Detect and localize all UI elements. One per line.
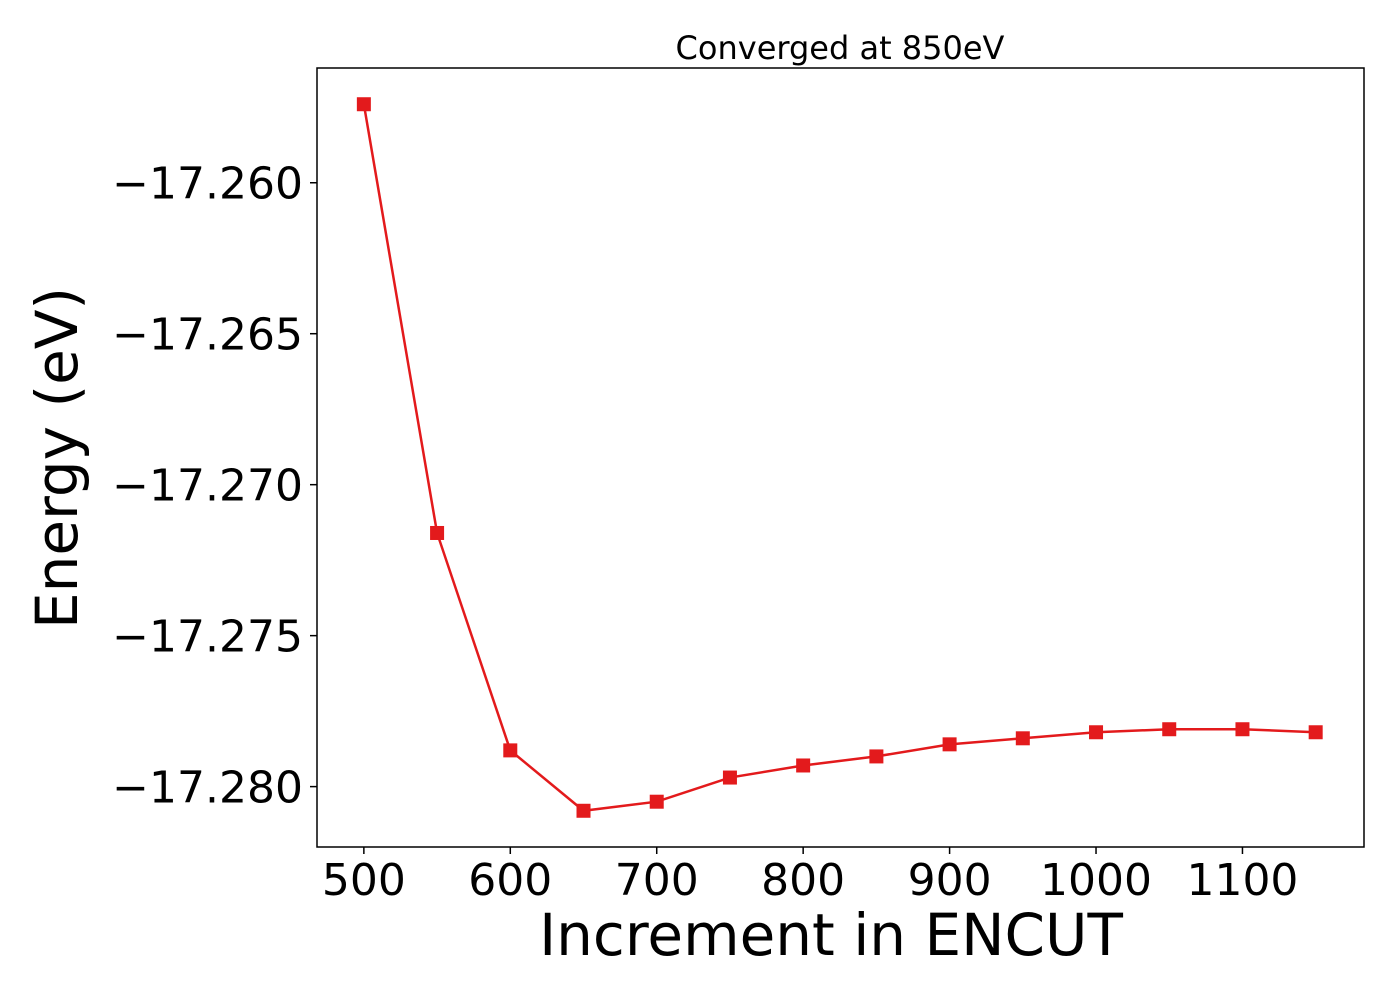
x-tick-label-700: 700 <box>615 855 699 906</box>
data-point-1100 <box>1235 722 1250 737</box>
x-tick-label-1100: 1100 <box>1186 855 1298 906</box>
data-point-850 <box>869 749 884 764</box>
plot-frame <box>316 67 1365 848</box>
y-tick-label-3: −17.275 <box>112 612 303 663</box>
y-axis-title: Energy (eV) <box>23 287 91 629</box>
data-point-600 <box>503 743 518 758</box>
data-point-500 <box>356 97 371 112</box>
data-point-1000 <box>1089 725 1104 740</box>
series-line-0 <box>362 104 1316 813</box>
series-layer <box>356 97 1323 818</box>
data-point-650 <box>576 803 591 818</box>
data-point-900 <box>942 737 957 752</box>
y-tick-label-2: −17.270 <box>112 461 303 512</box>
x-tick-label-500: 500 <box>322 855 406 906</box>
x-axis-title: Increment in ENCUT <box>539 901 1123 969</box>
x-tick-label-800: 800 <box>761 855 845 906</box>
y-tick-label-0: −17.260 <box>112 159 303 210</box>
data-point-950 <box>1015 731 1030 746</box>
y-tick-label-1: −17.265 <box>112 310 303 361</box>
x-tick-label-1000: 1000 <box>1040 855 1152 906</box>
x-axis: 500 600 700 800 900 1000 1100 <box>322 847 1298 906</box>
data-point-1150 <box>1308 725 1323 740</box>
data-point-700 <box>649 794 664 809</box>
y-axis: −17.260 −17.265 −17.270 −17.275 −17.280 <box>112 159 317 814</box>
data-point-800 <box>796 758 811 773</box>
data-point-1050 <box>1162 722 1177 737</box>
data-point-550 <box>430 525 445 540</box>
x-tick-label-600: 600 <box>468 855 552 906</box>
x-tick-label-900: 900 <box>908 855 992 906</box>
y-tick-label-4: −17.280 <box>112 763 303 814</box>
chart-title: Converged at 850eV <box>676 29 1005 67</box>
data-point-750 <box>722 770 737 785</box>
